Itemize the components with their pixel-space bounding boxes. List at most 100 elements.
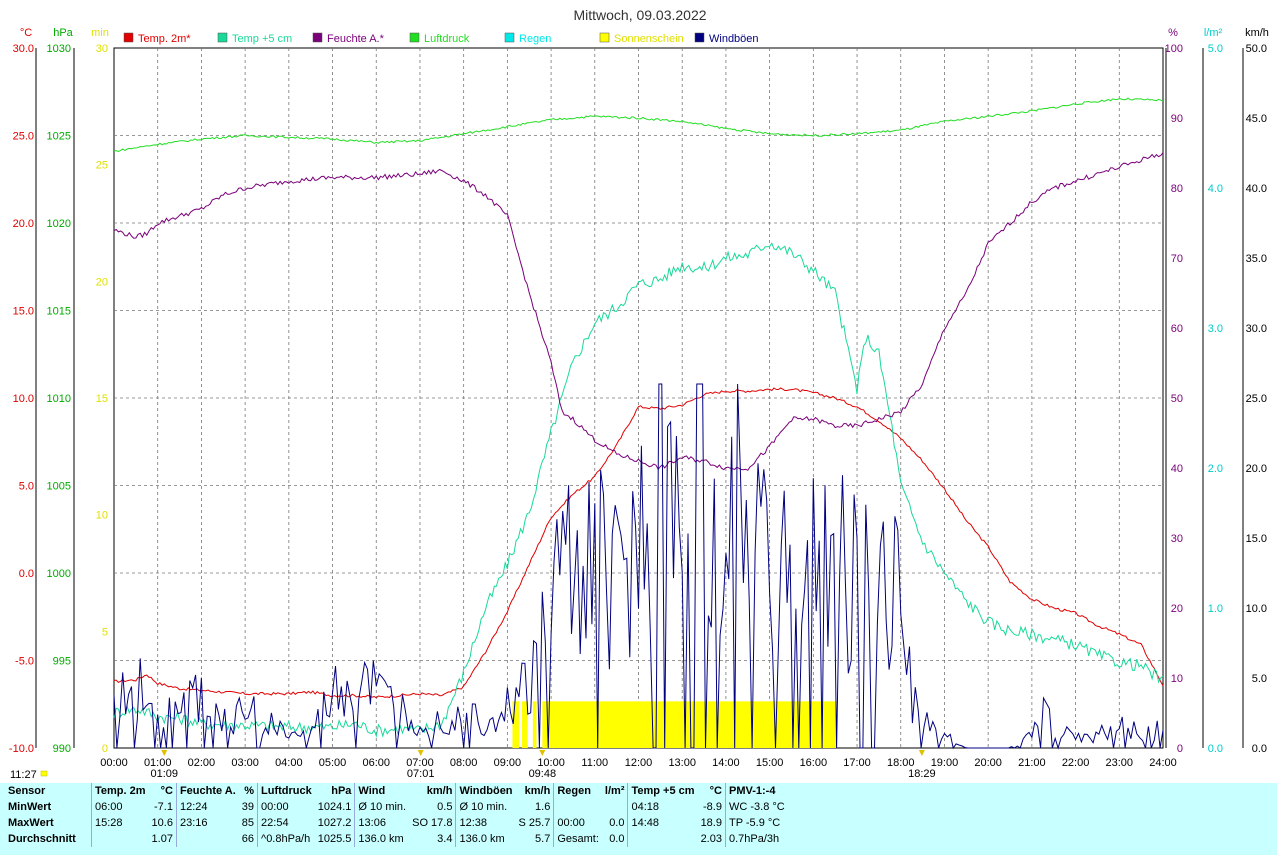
axis-tick-label-rain: 2.0 bbox=[1208, 463, 1223, 475]
x-tick-label: 22:00 bbox=[1062, 757, 1090, 769]
stats-cell: SO 17.8 bbox=[412, 817, 453, 829]
event-markers: 01:09 07:01 09:48 18:29 bbox=[150, 750, 936, 780]
x-tick-label: 00:00 bbox=[100, 757, 128, 769]
grid bbox=[113, 47, 1164, 749]
stats-cell: 22:54 bbox=[257, 815, 315, 831]
axis-tick-label-kmh: 35.0 bbox=[1246, 253, 1267, 265]
stats-row: MinWert 06:00 -7.1 12:24 39 00:00 1024.1 Ø 10 m… bbox=[0, 799, 788, 815]
stats-cell: 14:48 bbox=[627, 815, 698, 831]
sunshine-bar bbox=[532, 701, 537, 748]
x-tick-label: 12:00 bbox=[625, 757, 653, 769]
x-tick-label: 20:00 bbox=[974, 757, 1002, 769]
x-tick-label: 03:00 bbox=[231, 757, 259, 769]
axis-tick-label-percent: 60 bbox=[1171, 323, 1183, 335]
x-tick-label: 21:00 bbox=[1018, 757, 1046, 769]
axis-tick-label-percent: 20 bbox=[1171, 603, 1183, 615]
axis-tick-label-min: 10 bbox=[96, 510, 108, 522]
series-line-luftdruck bbox=[113, 97, 1164, 153]
marker-label: 07:01 bbox=[407, 768, 435, 780]
stats-header-cell: Wind bbox=[354, 783, 410, 799]
x-tick-label: 18:00 bbox=[887, 757, 915, 769]
axis-tick-label-min: 15 bbox=[96, 393, 108, 405]
axis-unit-min: min bbox=[91, 27, 109, 39]
axis-unit-celsius: °C bbox=[20, 27, 32, 39]
stats-cell: 0.0 bbox=[609, 817, 625, 829]
axis-tick-label-celsius: 15.0 bbox=[13, 306, 34, 318]
x-tick-label: 10:00 bbox=[537, 757, 565, 769]
stats-cell: -7.1 bbox=[153, 801, 173, 813]
stats-cell: 1.07 bbox=[151, 833, 173, 845]
axis-tick-label-min: 30 bbox=[96, 43, 108, 55]
stats-cell: -8.9 bbox=[703, 801, 722, 813]
stats-cell: 66 bbox=[241, 833, 255, 845]
axis-tick-label-min: 5 bbox=[102, 626, 108, 638]
axis-tick-label-kmh: 15.0 bbox=[1246, 533, 1267, 545]
axes: °C 30.0 25.0 20.0 15.0 10.0 5.0 0.0 -5.0 -10.0 hPa… bbox=[9, 27, 1269, 755]
stats-cell: 1025.5 bbox=[317, 833, 352, 845]
legend-label: Sonnenschein bbox=[614, 33, 684, 45]
axis-tick-label-celsius: 10.0 bbox=[13, 393, 34, 405]
sunshine-bars bbox=[512, 701, 837, 748]
stats-cell: 39 bbox=[241, 801, 255, 813]
stats-cell: 0.7hPa/3h bbox=[724, 831, 788, 847]
axis-tick-label-celsius: 20.0 bbox=[13, 218, 34, 230]
stats-row-label: MaxWert bbox=[8, 817, 54, 829]
x-tick-label: 19:00 bbox=[931, 757, 959, 769]
series-lines bbox=[113, 97, 1164, 750]
axis-unit-kmh: km/h bbox=[1245, 27, 1269, 39]
legend-label: Luftdruck bbox=[424, 33, 470, 45]
stats-cell bbox=[175, 831, 239, 847]
axis-tick-label-kmh: 40.0 bbox=[1246, 183, 1267, 195]
axis-tick-label-rain: 3.0 bbox=[1208, 323, 1223, 335]
legend-label: Regen bbox=[519, 33, 551, 45]
sunshine-bar bbox=[512, 701, 520, 748]
x-tick-label: 04:00 bbox=[275, 757, 303, 769]
legend-swatch bbox=[123, 32, 134, 43]
axis-tick-label-kmh: 10.0 bbox=[1246, 603, 1267, 615]
stats-cell: 1027.2 bbox=[317, 817, 352, 829]
axis-tick-label-kmh: 25.0 bbox=[1246, 393, 1267, 405]
stats-header-cell: l/m² bbox=[604, 785, 625, 797]
axis-tick-label-percent: 50 bbox=[1171, 393, 1183, 405]
axis-tick-label-kmh: 0.0 bbox=[1252, 743, 1267, 755]
stats-cell: 1.6 bbox=[535, 801, 551, 813]
clock-sun-icon bbox=[40, 770, 48, 777]
stats-cell: ^0.8hPa/h bbox=[257, 831, 315, 847]
stats-row: MaxWert 15:28 10.6 23:16 85 22:54 1027.2 13:06 S… bbox=[0, 815, 788, 831]
stats-cell bbox=[627, 831, 698, 847]
legend-swatch bbox=[217, 32, 228, 43]
stats-header-row: Sensor Temp. 2m °C Feuchte A.% Luftdruck hPa W… bbox=[0, 783, 788, 799]
legend: Temp. 2m* Temp +5 cm Feuchte A.* Luftdruck R… bbox=[123, 32, 759, 45]
stats-header-cell: Feuchte A. bbox=[175, 783, 239, 799]
axis-tick-label-percent: 100 bbox=[1165, 43, 1183, 55]
statistics-panel: Sensor Temp. 2m °C Feuchte A.% Luftdruck hPa W… bbox=[0, 783, 1277, 855]
axis-tick-label-min: 20 bbox=[96, 276, 108, 288]
axis-tick-label-celsius: -10.0 bbox=[9, 743, 34, 755]
legend-label: Temp +5 cm bbox=[232, 33, 292, 45]
axis-tick-label-kmh: 50.0 bbox=[1246, 43, 1267, 55]
marker-triangle bbox=[918, 750, 925, 756]
stats-header-cell: km/h bbox=[426, 785, 453, 797]
stats-header-cell: Temp. 2m bbox=[90, 783, 149, 799]
axis-tick-label-hpa: 1030 bbox=[47, 43, 71, 55]
x-tick-label: 06:00 bbox=[362, 757, 390, 769]
axis-tick-label-rain: 5.0 bbox=[1208, 43, 1223, 55]
axis-tick-label-percent: 30 bbox=[1171, 533, 1183, 545]
x-tick-label: 01:00 bbox=[144, 757, 172, 769]
stats-cell: 18.9 bbox=[700, 817, 722, 829]
legend-label: Feuchte A.* bbox=[327, 33, 385, 45]
stats-cell: S 25.7 bbox=[518, 817, 551, 829]
stats-cell: 23:16 bbox=[175, 815, 239, 831]
axis-tick-label-kmh: 5.0 bbox=[1252, 673, 1267, 685]
stats-header-cell: hPa bbox=[331, 785, 352, 797]
axis-tick-label-celsius: 25.0 bbox=[13, 131, 34, 143]
axis-tick-label-rain: 0.0 bbox=[1208, 743, 1223, 755]
stats-cell: TP -5.9 °C bbox=[724, 815, 788, 831]
stats-cell: 1024.1 bbox=[317, 801, 352, 813]
axis-tick-label-percent: 40 bbox=[1171, 463, 1183, 475]
stats-cell: 136.0 km bbox=[455, 831, 516, 847]
stats-header-cell: Luftdruck bbox=[257, 783, 315, 799]
series-line-feuchte bbox=[113, 152, 1164, 471]
axis-tick-label-rain: 4.0 bbox=[1208, 183, 1223, 195]
legend-swatch bbox=[599, 32, 610, 43]
